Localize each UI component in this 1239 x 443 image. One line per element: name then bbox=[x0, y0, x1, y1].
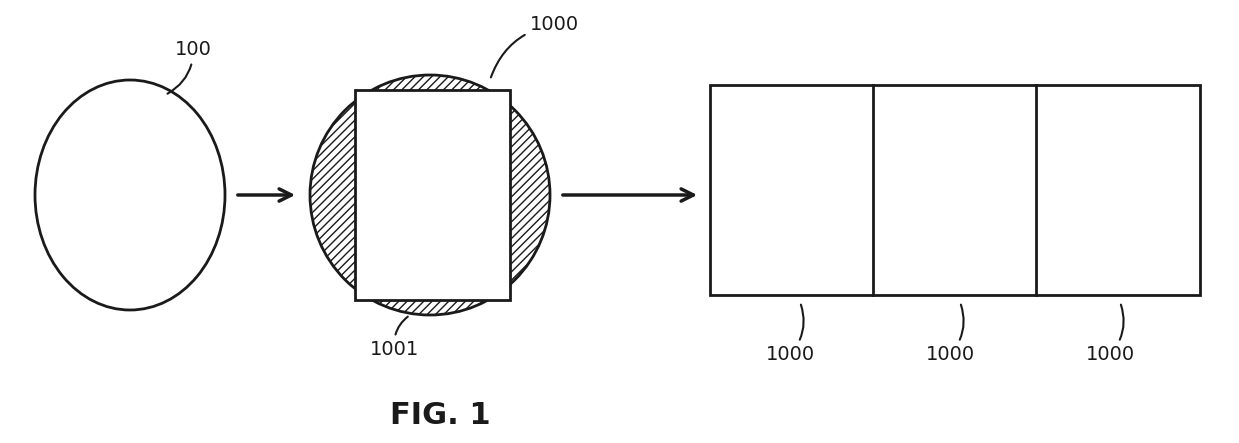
Text: 100: 100 bbox=[167, 40, 212, 93]
Text: 1000: 1000 bbox=[766, 305, 814, 364]
Text: 1001: 1001 bbox=[370, 317, 419, 359]
Circle shape bbox=[310, 75, 550, 315]
Text: 1000: 1000 bbox=[491, 15, 579, 78]
Text: FIG. 1: FIG. 1 bbox=[390, 400, 491, 430]
Bar bbox=[710, 85, 1201, 295]
Text: 1000: 1000 bbox=[926, 305, 975, 364]
Bar bbox=[356, 90, 510, 300]
Text: 1000: 1000 bbox=[1085, 305, 1135, 364]
